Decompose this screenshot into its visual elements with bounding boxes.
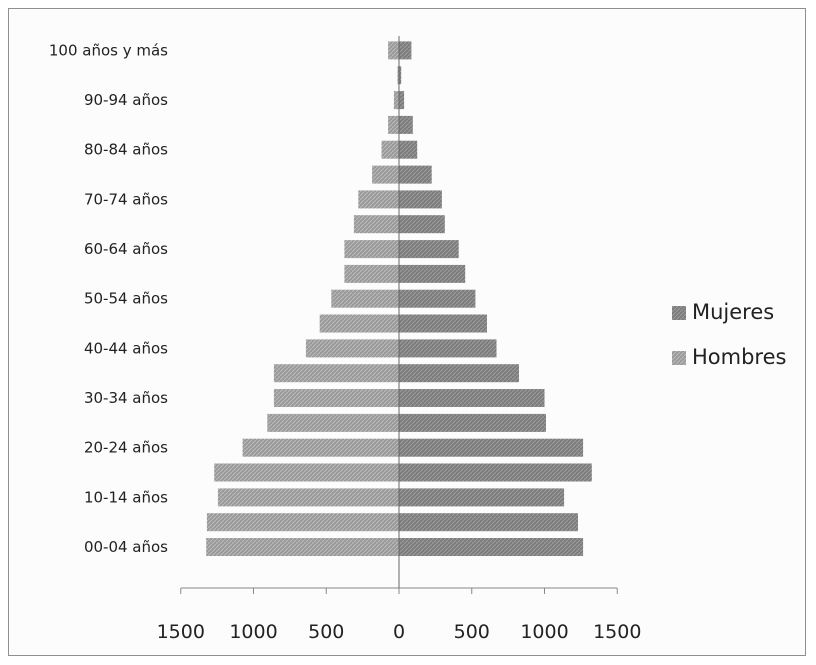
bar-mujeres-4 <box>399 438 584 457</box>
bar-mujeres-7 <box>399 364 519 383</box>
x-tick-label-3: 0 <box>393 621 405 643</box>
bar-mujeres-18 <box>399 91 405 110</box>
bar-hombres-8 <box>305 339 399 358</box>
bar-hombres-7 <box>273 364 399 383</box>
bar-mujeres-3 <box>399 463 592 482</box>
bar-mujeres-20 <box>399 41 412 60</box>
x-tick-label-0: 1500 <box>157 621 205 643</box>
bar-mujeres-19 <box>399 66 402 85</box>
x-tick-label-5: 1000 <box>520 621 568 643</box>
bar-mujeres-15 <box>399 165 432 184</box>
bar-mujeres-1 <box>399 513 578 532</box>
x-tick-label-6: 1500 <box>593 621 641 643</box>
bar-hombres-3 <box>214 463 399 482</box>
bar-hombres-18 <box>393 91 399 110</box>
bar-hombres-5 <box>267 413 399 432</box>
bars-group <box>206 41 592 556</box>
bar-mujeres-0 <box>399 538 584 556</box>
bar-hombres-17 <box>388 115 399 134</box>
legend-label-hombres: Hombres <box>692 345 786 369</box>
bar-mujeres-12 <box>399 240 459 259</box>
y-label-0: 00-04 años <box>84 538 168 556</box>
legend-swatch-hombres <box>672 351 686 365</box>
bar-hombres-15 <box>372 165 399 184</box>
bar-hombres-10 <box>331 289 399 308</box>
bar-mujeres-16 <box>399 140 418 159</box>
legend-label-mujeres: Mujeres <box>692 300 774 324</box>
y-label-3: 30-34 años <box>84 389 168 407</box>
bar-hombres-13 <box>353 215 399 234</box>
y-axis-labels: 00-04 años 10-14 años 20-24 años 30-34 años… <box>49 41 168 556</box>
x-tick-label-4: 500 <box>454 621 490 643</box>
bar-hombres-12 <box>344 240 399 259</box>
y-label-8: 80-84 años <box>84 141 168 159</box>
bar-hombres-6 <box>273 389 399 407</box>
x-axis: 1500 1000 500 0 500 1000 1500 <box>157 36 641 643</box>
bar-mujeres-14 <box>399 190 442 209</box>
legend: Mujeres Hombres <box>672 300 786 369</box>
legend-swatch-mujeres <box>672 306 686 320</box>
bar-hombres-16 <box>381 140 399 159</box>
y-label-6: 60-64 años <box>84 240 168 258</box>
x-tick-label-1: 1000 <box>229 621 277 643</box>
bar-hombres-4 <box>242 438 399 457</box>
y-label-7: 70-74 años <box>84 190 168 208</box>
y-label-2: 20-24 años <box>84 439 168 457</box>
bar-hombres-19 <box>397 66 399 85</box>
y-label-5: 50-54 años <box>84 290 168 308</box>
bar-mujeres-17 <box>399 115 413 134</box>
y-label-4: 40-44 años <box>84 339 168 357</box>
bar-hombres-14 <box>358 190 399 209</box>
bar-mujeres-5 <box>399 413 546 432</box>
bar-mujeres-13 <box>399 215 445 234</box>
bar-hombres-11 <box>344 264 399 283</box>
y-label-1: 10-14 años <box>84 488 168 506</box>
bar-mujeres-9 <box>399 314 487 333</box>
bar-hombres-9 <box>319 314 399 333</box>
bar-mujeres-10 <box>399 289 476 308</box>
bar-mujeres-2 <box>399 488 565 507</box>
bar-mujeres-6 <box>399 389 545 407</box>
bar-mujeres-8 <box>399 339 497 358</box>
y-label-9: 90-94 años <box>84 91 168 109</box>
bar-hombres-0 <box>206 538 399 556</box>
bar-mujeres-11 <box>399 264 466 283</box>
x-tick-label-2: 500 <box>308 621 344 643</box>
y-label-10: 100 años y más <box>49 41 168 59</box>
bar-hombres-2 <box>217 488 399 507</box>
bar-hombres-20 <box>388 41 399 60</box>
bar-hombres-1 <box>206 513 399 532</box>
